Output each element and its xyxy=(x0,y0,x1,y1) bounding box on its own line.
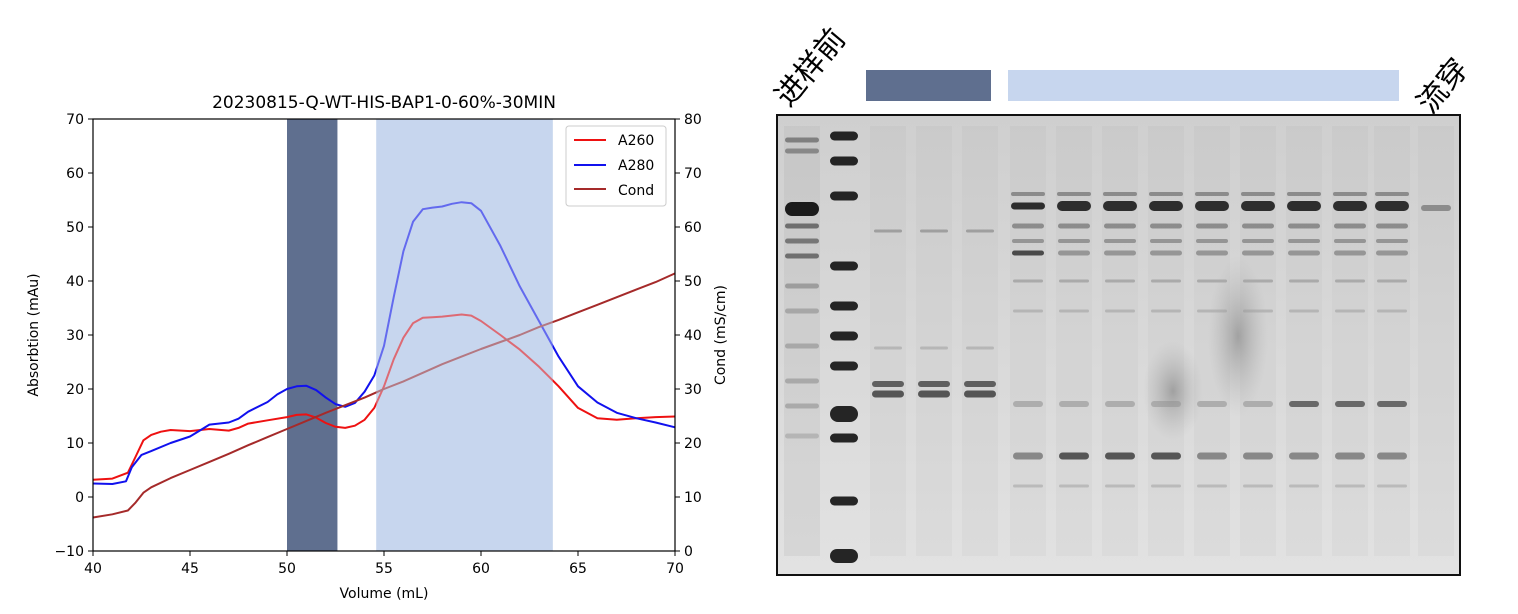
y-tick-label: 30 xyxy=(66,328,84,344)
x-tick-label: 50 xyxy=(278,561,296,577)
x-axis-label: Volume (mL) xyxy=(340,586,429,602)
series-line-a280 xyxy=(92,201,676,485)
x-tick-label: 60 xyxy=(472,561,490,577)
x-tick-label: 70 xyxy=(666,561,684,577)
x-tick-label: 40 xyxy=(84,561,102,577)
fraction-region-overlay xyxy=(376,119,553,551)
y-tick-label: 70 xyxy=(66,112,84,128)
series-lines xyxy=(92,119,676,551)
y2-tick-label: 10 xyxy=(684,490,702,506)
y-axis-left: −10 0 10 20 30 40 50 60 70 xyxy=(54,112,93,560)
legend-label-a280: A280 xyxy=(618,158,654,174)
y2-tick-label: 0 xyxy=(684,544,693,560)
fraction-region-0 xyxy=(287,119,338,551)
chart-title: 20230815-Q-WT-HIS-BAP1-0-60%-30MIN xyxy=(212,93,556,113)
series-line-a260 xyxy=(92,313,676,481)
y-tick-label: 50 xyxy=(66,220,84,236)
legend-label-a260: A260 xyxy=(618,133,654,149)
y2-axis-label: Cond (mS/cm) xyxy=(713,285,729,385)
x-tick-label: 45 xyxy=(181,561,199,577)
y2-tick-label: 80 xyxy=(684,112,702,128)
legend-box xyxy=(565,125,667,207)
y-tick-label: 60 xyxy=(66,166,84,182)
y2-tick-label: 30 xyxy=(684,382,702,398)
x-tick-label: 55 xyxy=(375,561,393,577)
y2-tick-label: 50 xyxy=(684,274,702,290)
y-tick-label: 20 xyxy=(66,382,84,398)
y-tick-label: 40 xyxy=(66,274,84,290)
y2-tick-label: 20 xyxy=(684,436,702,452)
y-tick-label: 10 xyxy=(66,436,84,452)
y-tick-label: 0 xyxy=(75,490,84,506)
series-line-cond xyxy=(92,272,676,519)
y-axis-right: 0 10 20 30 40 50 60 70 80 xyxy=(675,112,702,560)
y-axis-label: Absorbtion (mAu) xyxy=(26,273,42,396)
fraction-regions xyxy=(287,119,553,551)
legend-label-cond: Cond xyxy=(618,183,654,199)
y2-tick-label: 60 xyxy=(684,220,702,236)
x-tick-label: 65 xyxy=(569,561,587,577)
y2-tick-label: 70 xyxy=(684,166,702,182)
y2-tick-label: 40 xyxy=(684,328,702,344)
y-tick-label: −10 xyxy=(54,544,84,560)
legend: A260 A280 Cond xyxy=(565,125,667,207)
x-axis: 40 45 50 55 60 65 70 xyxy=(84,551,684,577)
